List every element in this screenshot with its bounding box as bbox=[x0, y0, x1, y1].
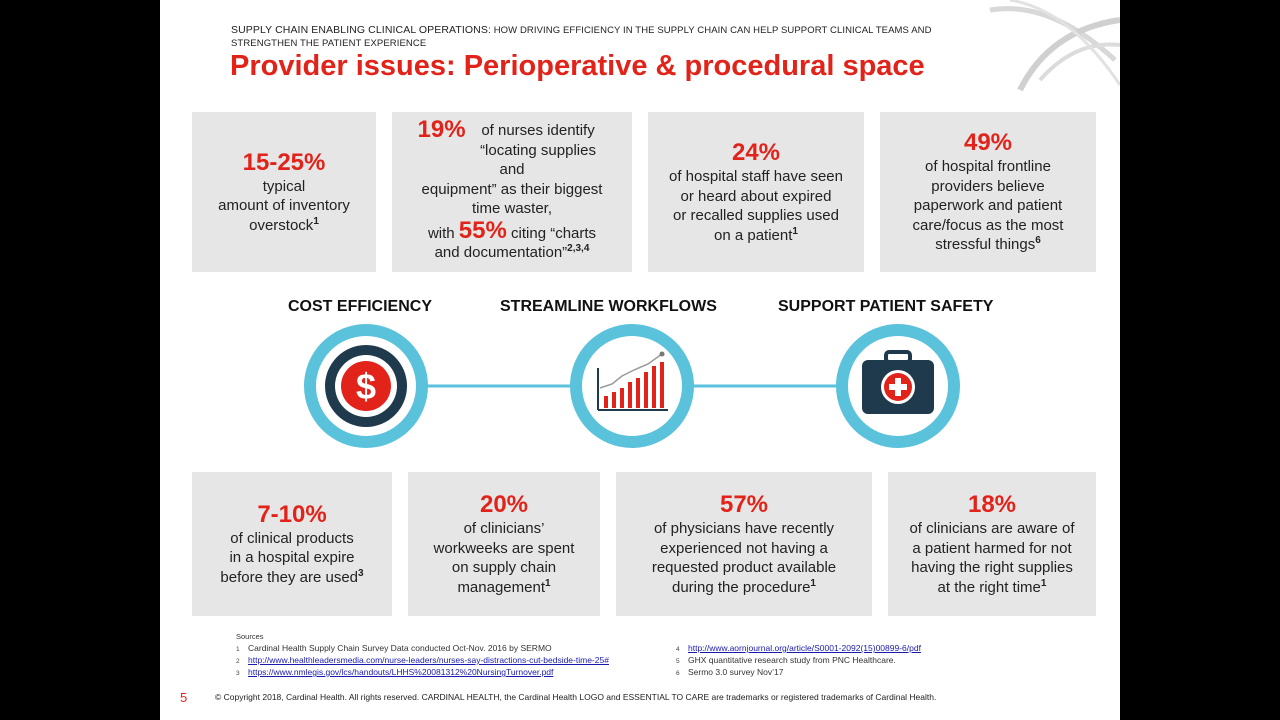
bar-chart-icon bbox=[570, 324, 694, 448]
slide-title: Provider issues: Perioperative & procedu… bbox=[230, 50, 925, 82]
decorative-swoosh-graphic bbox=[989, 0, 1120, 92]
stat-text: of nurses identify “locating supplies an… bbox=[421, 122, 603, 218]
stat-text-with: with bbox=[427, 224, 455, 242]
pillar-heading-safety: SUPPORT PATIENT SAFETY bbox=[778, 298, 994, 315]
stat-box-overstock: 15-25% typical amount of inventory overs… bbox=[192, 112, 376, 272]
medical-kit-icon bbox=[836, 324, 960, 448]
source-item: 3 https://www.nmlegis.gov/lcs/handouts/LH… bbox=[236, 667, 554, 677]
sources-label: Sources bbox=[236, 632, 264, 641]
stat-text: of hospital frontline providers believe … bbox=[912, 158, 1064, 254]
svg-text:$: $ bbox=[356, 366, 376, 407]
footnote-ref: 1 bbox=[810, 577, 816, 589]
source-item: 5 GHX quantitative research study from PN… bbox=[676, 655, 896, 665]
stat-box-nurses: 19% of nurses identify “locating supplie… bbox=[392, 112, 632, 272]
stat-percent: 7-10% bbox=[257, 500, 327, 528]
pillar-heading-workflows: STREAMLINE WORKFLOWS bbox=[500, 298, 717, 315]
stat-text: typical amount of inventory overstock bbox=[218, 177, 350, 234]
pillar-heading-cost: COST EFFICIENCY bbox=[288, 298, 433, 315]
stat-percent: 20% bbox=[479, 491, 529, 518]
stat-text: of clinicians’ workweeks are spent on su… bbox=[433, 520, 575, 596]
stat-box-stressful-things: 49% of hospital frontline providers beli… bbox=[880, 112, 1096, 272]
footnote-ref: 2,3,4 bbox=[567, 243, 590, 255]
footnote-ref: 3 bbox=[358, 567, 364, 579]
subtitle-rest: How driving efficiency in the supply cha… bbox=[231, 25, 932, 49]
source-text: Cardinal Health Supply Chain Survey Data… bbox=[248, 643, 552, 653]
dollar-icon: $ bbox=[304, 324, 428, 448]
source-text: GHX quantitative research study from PNC… bbox=[688, 655, 896, 665]
footnote-ref: 1 bbox=[1040, 577, 1047, 589]
stat-percent: 15-25% bbox=[242, 148, 326, 176]
page-number: 5 bbox=[180, 690, 188, 705]
source-item: 1 Cardinal Health Supply Chain Survey Dat… bbox=[236, 643, 552, 653]
stat-percent: 18% bbox=[967, 491, 1017, 518]
stat-text: of physicians have recently experienced … bbox=[651, 520, 837, 596]
copyright-notice: © Copyright 2018, Cardinal Health. All r… bbox=[215, 692, 937, 702]
subtitle-bold: Supply Chain enabling Clinical Operation… bbox=[231, 24, 491, 36]
source-link[interactable]: https://www.nmlegis.gov/lcs/handouts/LHH… bbox=[248, 667, 554, 677]
source-item: 4 http://www.aornjournal.org/article/S000… bbox=[676, 643, 921, 653]
stat-box-workweeks: 20% of clinicians’ workweeks are spent o… bbox=[408, 472, 600, 616]
stat-box-product-unavailable: 57% of physicians have recently experien… bbox=[616, 472, 872, 616]
footnote-ref: 1 bbox=[545, 577, 551, 589]
stat-box-patient-harmed: 18% of clinicians are aware of a patient… bbox=[888, 472, 1096, 616]
stat-percent: 49% bbox=[963, 129, 1013, 157]
source-item: 2 http://www.healthleadersmedia.com/nurse… bbox=[236, 655, 609, 665]
source-link[interactable]: http://www.healthleadersmedia.com/nurse-… bbox=[248, 655, 609, 665]
sources-section: Sources 1 Cardinal Health Supply Chain Su… bbox=[236, 632, 976, 679]
footnote-ref: 1 bbox=[313, 215, 319, 227]
source-link[interactable]: http://www.aornjournal.org/article/S0001… bbox=[688, 643, 921, 653]
stat-text-secondary: citing “charts and documentation” bbox=[434, 224, 597, 262]
stat-percent: 57% bbox=[719, 491, 769, 518]
footnote-ref: 1 bbox=[792, 225, 798, 237]
stat-percent: 24% bbox=[731, 139, 781, 166]
stat-text: of clinicians are aware of a patient har… bbox=[909, 520, 1075, 596]
slide: Supply Chain enabling Clinical Operation… bbox=[160, 0, 1120, 720]
footnote-ref: 6 bbox=[1035, 235, 1041, 247]
stat-box-expire-before-use: 7-10% of clinical products in a hospital… bbox=[192, 472, 392, 616]
slide-subtitle: Supply Chain enabling Clinical Operation… bbox=[231, 24, 991, 50]
stat-percent: 19% bbox=[417, 116, 466, 144]
source-text: Sermo 3.0 survey Nov’17 bbox=[688, 667, 784, 677]
stat-box-expired-supplies: 24% of hospital staff have seen or heard… bbox=[648, 112, 864, 272]
stat-percent-secondary: 55% bbox=[458, 216, 507, 244]
stat-text: of clinical products in a hospital expir… bbox=[220, 529, 359, 586]
stat-text: of hospital staff have seen or heard abo… bbox=[668, 168, 843, 244]
pillars-graphic: $ bbox=[304, 324, 960, 448]
source-item: 6 Sermo 3.0 survey Nov’17 bbox=[676, 667, 784, 677]
